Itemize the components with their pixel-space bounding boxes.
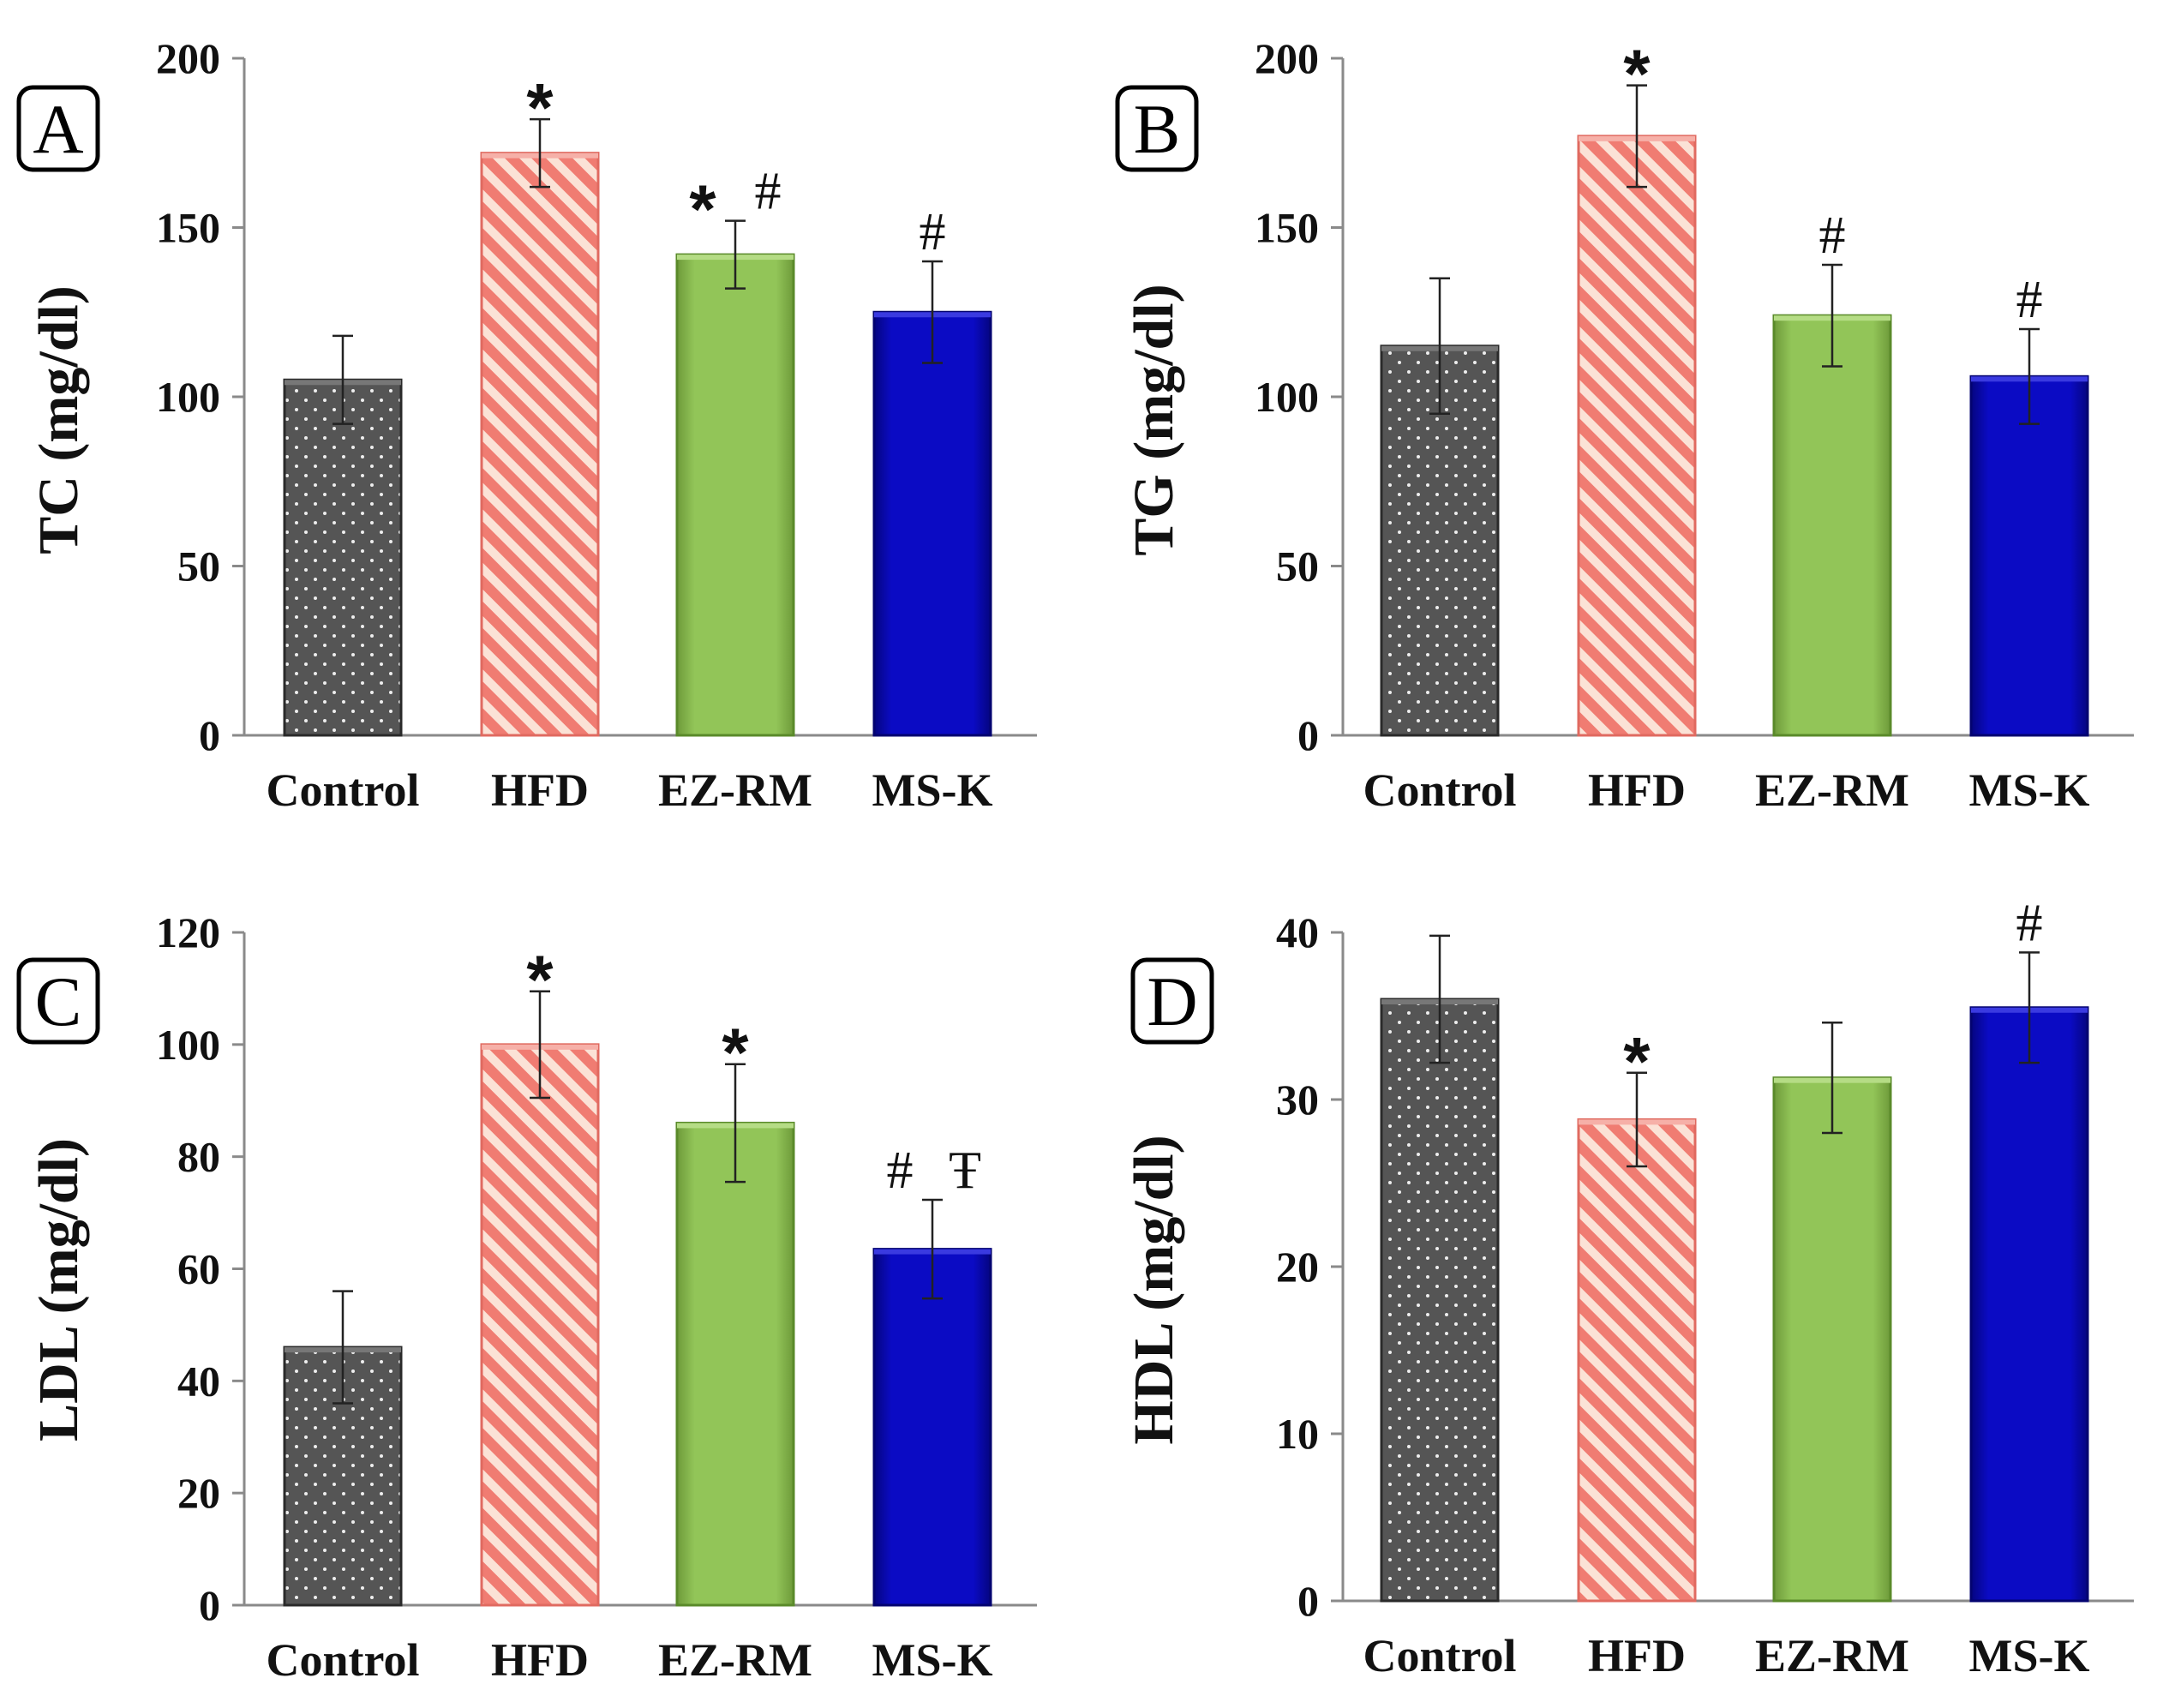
bar-hfd (1577, 135, 1697, 737)
significance-mark: Ŧ (949, 1142, 981, 1200)
bar-control (283, 378, 403, 737)
y-tick-label: 20 (177, 1469, 220, 1517)
y-axis-label-b: TG (mg/dl) (1123, 284, 1185, 555)
x-tick-label: EZ-RM (658, 1634, 812, 1686)
panel-letter-a: A (16, 85, 100, 172)
significance-mark: * (689, 171, 716, 248)
x-tick-label: Control (266, 1634, 419, 1686)
x-tick-label: Control (1363, 1630, 1516, 1681)
significance-mark: # (2016, 894, 2043, 952)
bar-ms-k (872, 310, 992, 737)
significance-mark: # (920, 203, 946, 261)
y-tick-label: 50 (1276, 542, 1319, 590)
bar-control (1380, 998, 1500, 1603)
panel-letter-d: D (1130, 957, 1214, 1045)
svg-text:A: A (33, 90, 83, 168)
bar-ms-k (872, 1248, 992, 1607)
x-tick-label: MS-K (1969, 764, 2090, 816)
x-tick-label: EZ-RM (1755, 1630, 1909, 1681)
bar-ms-k (1969, 375, 2089, 737)
bar-ez-rm (675, 1121, 795, 1607)
x-tick-label: EZ-RM (1755, 764, 1909, 816)
x-tick-label: MS-K (872, 1634, 993, 1686)
x-tick-label: MS-K (1969, 1630, 2090, 1681)
panel-letter-b: B (1115, 85, 1199, 172)
y-tick-label: 120 (156, 908, 220, 956)
y-axis-label-a: TC (mg/dl) (27, 285, 90, 554)
y-tick-label: 60 (177, 1245, 220, 1293)
bar-ez-rm (1772, 1076, 1892, 1603)
y-axis-label-c: LDL (mg/dl) (27, 1138, 90, 1441)
bar-hfd (1577, 1118, 1697, 1603)
significance-mark: # (1819, 207, 1846, 265)
significance-mark: # (2016, 271, 2043, 329)
y-tick-label: 100 (156, 1021, 220, 1069)
y-tick-label: 40 (1276, 908, 1319, 956)
y-tick-label: 0 (199, 711, 220, 759)
y-tick-label: 0 (1297, 1577, 1319, 1625)
significance-mark: # (755, 163, 782, 221)
panel-b: TG (mg/dl) B 0 50 100 150 200 Control * HFD # EZ-… (1115, 34, 2134, 816)
y-tick-label: 100 (156, 373, 220, 421)
x-tick-label: MS-K (872, 764, 993, 816)
panel-c: LDL (mg/dl) C 0 20 40 60 80 100 120 Control * HFD… (16, 908, 1037, 1686)
y-tick-label: 150 (1255, 204, 1319, 252)
significance-mark: * (722, 1015, 749, 1091)
significance-mark: # (887, 1142, 914, 1200)
y-tick-label: 20 (1276, 1243, 1319, 1291)
x-tick-label: HFD (1588, 764, 1686, 816)
panel-a: TC (mg/dl) A 0 50 100 150 200 Control * HFD * # EZ… (16, 34, 1037, 816)
panel-letter-c: C (16, 957, 100, 1045)
x-tick-label: HFD (1588, 1630, 1686, 1681)
bar-ms-k (1969, 1006, 2089, 1603)
y-tick-label: 200 (156, 34, 220, 82)
y-tick-label: 100 (1255, 373, 1319, 421)
y-tick-label: 30 (1276, 1076, 1319, 1124)
y-tick-label: 10 (1276, 1410, 1319, 1458)
significance-mark: * (1623, 1023, 1651, 1100)
svg-text:C: C (35, 962, 82, 1040)
x-tick-label: Control (266, 764, 419, 816)
y-tick-label: 50 (177, 542, 220, 590)
significance-mark: * (526, 942, 554, 1018)
y-tick-label: 40 (177, 1357, 220, 1405)
y-tick-label: 200 (1255, 34, 1319, 82)
x-tick-label: HFD (491, 1634, 589, 1686)
panel-d: HDL (mg/dl) D 0 10 20 30 40 Control * HFD EZ-RM #… (1123, 894, 2134, 1681)
x-tick-label: HFD (491, 764, 589, 816)
y-tick-label: 0 (199, 1581, 220, 1629)
svg-text:B: B (1134, 90, 1181, 168)
significance-mark: * (1623, 36, 1651, 112)
y-tick-label: 0 (1297, 711, 1319, 759)
y-tick-label: 80 (177, 1133, 220, 1181)
svg-text:D: D (1147, 962, 1197, 1040)
bar-hfd (480, 152, 600, 737)
y-axis-label-d: HDL (mg/dl) (1123, 1135, 1185, 1444)
bar-hfd (480, 1043, 600, 1607)
x-tick-label: Control (1363, 764, 1516, 816)
x-tick-label: EZ-RM (658, 764, 812, 816)
bar-ez-rm (675, 253, 795, 737)
bar-ez-rm (1772, 314, 1892, 737)
significance-mark: * (526, 69, 554, 146)
y-tick-label: 150 (156, 204, 220, 252)
